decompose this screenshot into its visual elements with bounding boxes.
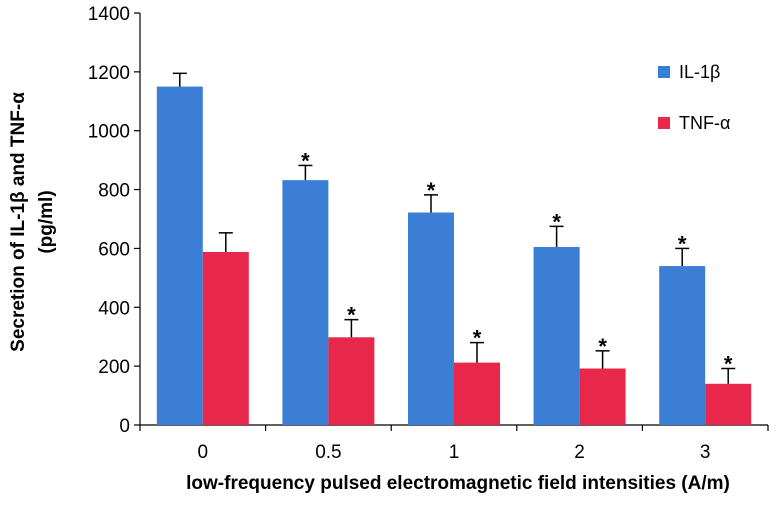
bar-tnfa [454, 362, 500, 425]
x-tick-label: 2 [574, 442, 585, 463]
significance-star: * [598, 334, 607, 359]
bar-il1b [408, 212, 454, 425]
y-tick-label: 1200 [88, 63, 130, 84]
y-tick-label: 1000 [88, 122, 130, 143]
x-tick-label: 1 [449, 442, 460, 463]
y-tick-label: 800 [98, 181, 130, 202]
bar-il1b [282, 180, 329, 425]
bars: * * * * * * * * [156, 72, 752, 426]
y-tick-label: 200 [98, 357, 130, 378]
legend-label: TNF-α [679, 113, 730, 133]
bar-tnfa [202, 251, 249, 425]
y-tick-label: 1400 [88, 4, 130, 25]
significance-star: * [678, 231, 687, 256]
legend-swatch [658, 66, 670, 78]
x-tick-label: 0 [198, 442, 209, 463]
y-axis-title-line-1: Secretion of IL-1β and TNF-α [8, 92, 29, 352]
significance-star: * [301, 148, 310, 173]
y-axis-title-line-2: (pg/ml) [36, 190, 57, 253]
y-tick-label: 600 [98, 239, 130, 260]
significance-star: * [427, 178, 436, 203]
legend-label: IL-1β [679, 62, 720, 82]
bar-il1b [533, 246, 580, 425]
y-tick-label: 400 [98, 298, 130, 319]
bar-il1b [659, 266, 706, 425]
x-tick-label: 0.5 [315, 442, 341, 463]
bar-tnfa [579, 368, 626, 425]
significance-star: * [347, 303, 356, 328]
axes: 0 200 400 600 800 1000 1200 1400 0 0.5 1 2 3 [88, 4, 769, 463]
bar-il1b [156, 86, 203, 426]
significance-star: * [724, 351, 733, 376]
bar-tnfa [328, 337, 375, 425]
x-axis-title: low-frequency pulsed electromagnetic fie… [186, 473, 730, 494]
y-tick-label: 0 [119, 416, 130, 437]
y-axis-title: Secretion of IL-1β and TNF-α (pg/ml) [8, 92, 57, 352]
legend-swatch [658, 117, 670, 129]
legend: IL-1β TNF-α [658, 62, 730, 133]
significance-star: * [552, 209, 561, 234]
x-tick-label: 3 [700, 442, 711, 463]
bar-tnfa [705, 383, 752, 425]
significance-star: * [473, 326, 482, 351]
